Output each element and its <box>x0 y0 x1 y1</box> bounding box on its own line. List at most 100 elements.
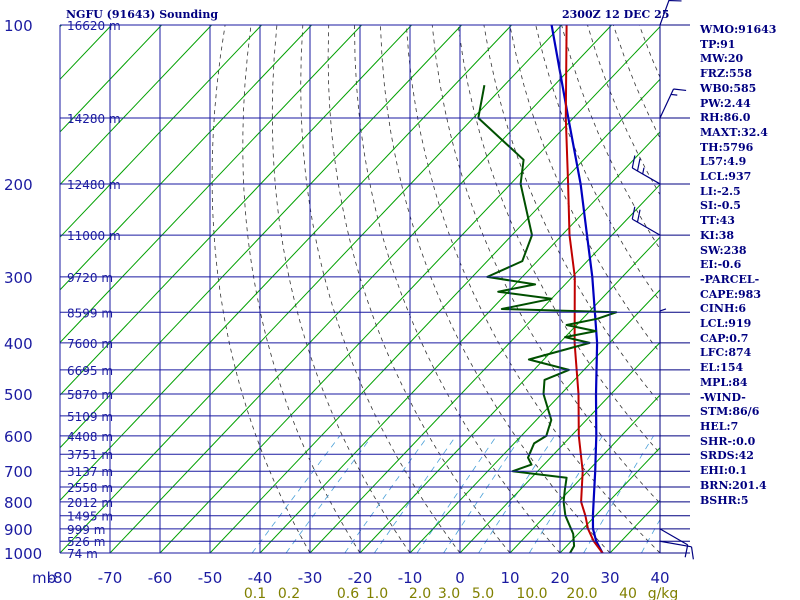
height-label: 3751 m <box>67 448 113 462</box>
isotherm <box>209 78 660 553</box>
index-item: SW:238 <box>700 243 747 257</box>
index-item: PW:2.44 <box>700 96 751 110</box>
isotherm <box>60 25 162 133</box>
index-item: EI:-0.6 <box>700 258 742 272</box>
temperature-tick-label: 0 <box>455 569 465 587</box>
isotherm <box>159 25 660 553</box>
wind-barb-half-flag <box>659 308 667 312</box>
wind-barb <box>631 206 661 236</box>
pressure-tick-label: 700 <box>4 463 33 481</box>
isotherm <box>109 25 612 553</box>
index-item: HEL:7 <box>700 419 739 433</box>
index-item: STM:86/6 <box>700 405 760 419</box>
index-item: LCL:937 <box>700 170 752 184</box>
isotherm <box>60 25 262 238</box>
wind-barb <box>631 155 661 185</box>
mixing-ratio-label: 5.0 <box>472 586 494 600</box>
isotherm <box>60 25 562 553</box>
wind-barb-flag <box>684 544 689 558</box>
wind-barb-flag <box>690 546 694 560</box>
wind-barb <box>659 528 689 558</box>
isotherm <box>459 341 660 553</box>
height-label: 999 m <box>67 523 105 537</box>
isotherm <box>409 289 660 553</box>
wind-barb <box>659 0 682 26</box>
isotherm <box>509 394 660 553</box>
dewpoint-trace <box>477 85 618 553</box>
mixing-ratio-label: 0.1 <box>244 586 266 600</box>
temperature-tick-label: 40 <box>650 569 669 587</box>
wind-barb-staff <box>631 218 661 236</box>
pressure-tick-label: 900 <box>4 521 33 539</box>
height-label: 5109 m <box>67 410 113 424</box>
mixing-ratio-label: 10.0 <box>516 586 547 600</box>
height-label: 526 m <box>67 535 105 549</box>
time-title: 2300Z 12 DEC 25 <box>562 8 670 21</box>
temperature-tick-label: -30 <box>298 569 323 587</box>
wind-barb-staff <box>659 540 692 548</box>
height-label: 11000 m <box>67 229 121 243</box>
temperature-tick-label: -40 <box>248 569 273 587</box>
temperature-tick-label: -70 <box>98 569 123 587</box>
height-label: 4408 m <box>67 430 113 444</box>
wind-barb-half-flag <box>642 167 645 175</box>
height-label: 9720 m <box>67 271 113 285</box>
temperature-trace <box>564 25 604 553</box>
height-label: 8599 m <box>67 306 113 320</box>
pressure-tick-label: 800 <box>4 494 33 512</box>
isotherm <box>60 25 212 186</box>
dry-adiabat <box>431 25 660 504</box>
mixing-ratio-line <box>443 435 522 553</box>
index-item: BRN:201.4 <box>700 478 767 492</box>
index-item: SHR-:0.0 <box>700 434 756 448</box>
wind-barb <box>659 308 667 343</box>
index-item: TT:43 <box>700 214 735 228</box>
height-label: 2012 m <box>67 496 113 510</box>
isotherm <box>60 25 512 502</box>
mixing-ratio-line <box>285 435 373 553</box>
index-item: LFC:874 <box>700 346 752 360</box>
index-item: CAPE:983 <box>700 287 761 301</box>
index-item: -PARCEL- <box>700 272 760 286</box>
index-item: -WIND- <box>700 390 746 404</box>
pressure-tick-label: 600 <box>4 428 33 446</box>
wind-barb-half-flag <box>670 93 678 96</box>
index-item: WB0:585 <box>700 81 757 95</box>
isotherm <box>359 236 660 553</box>
height-label: 7600 m <box>67 337 113 351</box>
pressure-tick-label: 1000 <box>4 545 42 563</box>
height-label: 12480 m <box>67 178 121 192</box>
temperature-tick-label: -60 <box>148 569 173 587</box>
wind-barb <box>659 88 687 119</box>
wind-barb-flag <box>636 209 641 223</box>
mixing-ratio-line <box>478 435 555 553</box>
mixing-ratio-label: 0.6 <box>337 586 359 600</box>
dry-adiabat <box>271 25 411 553</box>
temperature-tick-label: 20 <box>550 569 569 587</box>
mixing-ratio-label: 40 <box>619 586 637 600</box>
index-item: BSHR:5 <box>700 493 749 507</box>
height-label: 5870 m <box>67 388 113 402</box>
index-item: SRDS:42 <box>700 449 754 463</box>
index-item: EL:154 <box>700 361 744 375</box>
height-label: 2558 m <box>67 481 113 495</box>
mixing-ratio-label: 2.0 <box>409 586 431 600</box>
index-item: LCL:919 <box>700 317 752 331</box>
mixing-ratio-label: 1.0 <box>366 586 388 600</box>
parcel-trace <box>550 25 604 553</box>
pressure-tick-label: 100 <box>4 17 33 35</box>
mixing-ratio-label: 20.0 <box>566 586 597 600</box>
index-item: MAXT:32.4 <box>700 125 768 139</box>
isotherm <box>60 25 412 396</box>
mixing-ratio-line <box>374 435 457 553</box>
pressure-tick-label: 500 <box>4 386 33 404</box>
temperature-tick-label: 10 <box>500 569 519 587</box>
isotherm <box>60 25 462 449</box>
height-label: 16620 m <box>67 19 121 33</box>
height-label: 14280 m <box>67 112 121 126</box>
index-item: MW:20 <box>700 52 744 66</box>
index-item: KI:38 <box>700 228 735 242</box>
pressure-unit-label: mb <box>32 569 56 587</box>
